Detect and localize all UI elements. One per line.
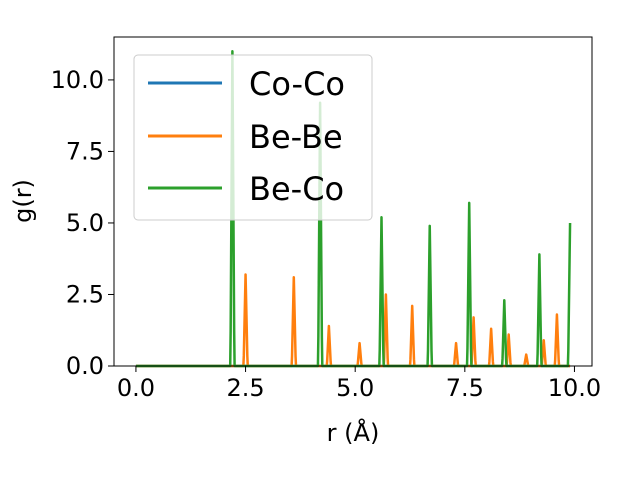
legend-label-co-co: Co-Co	[249, 65, 345, 103]
y-tick-label: 7.5	[66, 137, 104, 165]
y-tick-label: 5.0	[66, 209, 104, 237]
x-tick-label: 7.5	[446, 374, 484, 402]
y-axis-label: g(r)	[9, 179, 37, 223]
legend-label-be-co: Be-Co	[249, 170, 344, 208]
x-axis: 0.0 2.5 5.0 7.5 10.0	[117, 366, 601, 402]
legend-box	[133, 54, 373, 221]
y-tick-label: 2.5	[66, 280, 104, 308]
x-tick-label: 10.0	[548, 374, 601, 402]
y-tick-label: 0.0	[66, 352, 104, 380]
legend-label-be-be: Be-Be	[249, 118, 343, 156]
plot-frame	[113, 36, 593, 367]
x-tick-label: 2.5	[226, 374, 264, 402]
y-axis: 0.0 2.5 5.0 7.5 10.0	[51, 66, 114, 380]
x-axis-label: r (Å)	[327, 418, 380, 447]
x-tick-label: 5.0	[336, 374, 374, 402]
y-tick-label: 10.0	[51, 66, 104, 94]
x-tick-label: 0.0	[117, 374, 155, 402]
legend: Co-Co Be-Be Be-Co	[133, 54, 373, 221]
